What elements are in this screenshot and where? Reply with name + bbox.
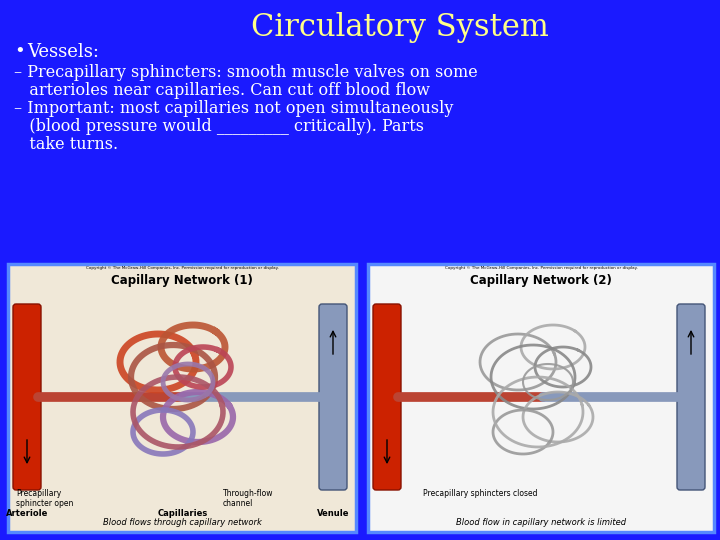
Text: Capillary Network (1): Capillary Network (1): [111, 274, 253, 287]
Text: Venule: Venule: [317, 509, 349, 518]
Text: arterioles near capillaries. Can cut off blood flow: arterioles near capillaries. Can cut off…: [14, 82, 430, 99]
Text: Capillary Network (2): Capillary Network (2): [470, 274, 612, 287]
FancyBboxPatch shape: [13, 304, 41, 490]
Text: Copyright © The McGraw-Hill Companies, Inc. Permission required for reproduction: Copyright © The McGraw-Hill Companies, I…: [445, 266, 637, 270]
Text: Vessels:: Vessels:: [27, 43, 99, 61]
Text: Blood flow in capillary network is limited: Blood flow in capillary network is limit…: [456, 518, 626, 527]
Text: •: •: [14, 43, 24, 61]
FancyBboxPatch shape: [677, 304, 705, 490]
Bar: [368, 264, 714, 532]
Text: Circulatory System: Circulatory System: [251, 12, 549, 43]
Text: – Important: most capillaries not open simultaneously: – Important: most capillaries not open s…: [14, 100, 454, 117]
Text: Precapillary
sphincter open: Precapillary sphincter open: [16, 489, 73, 508]
FancyBboxPatch shape: [373, 304, 401, 490]
Bar: [8, 264, 356, 532]
Text: Through-flow
channel: Through-flow channel: [223, 489, 274, 508]
Text: – Precapillary sphincters: smooth muscle valves on some: – Precapillary sphincters: smooth muscle…: [14, 64, 478, 81]
Text: Copyright © The McGraw-Hill Companies, Inc. Permission required for reproduction: Copyright © The McGraw-Hill Companies, I…: [86, 266, 279, 270]
Text: Arteriole: Arteriole: [6, 509, 48, 518]
Text: take turns.: take turns.: [14, 136, 118, 153]
Text: Capillaries: Capillaries: [158, 509, 208, 518]
Text: Blood flows through capillary network: Blood flows through capillary network: [102, 518, 261, 527]
Text: Precapillary sphincters closed: Precapillary sphincters closed: [423, 489, 538, 498]
Text: (blood pressure would _________ critically). Parts: (blood pressure would _________ critical…: [14, 118, 424, 135]
FancyBboxPatch shape: [319, 304, 347, 490]
